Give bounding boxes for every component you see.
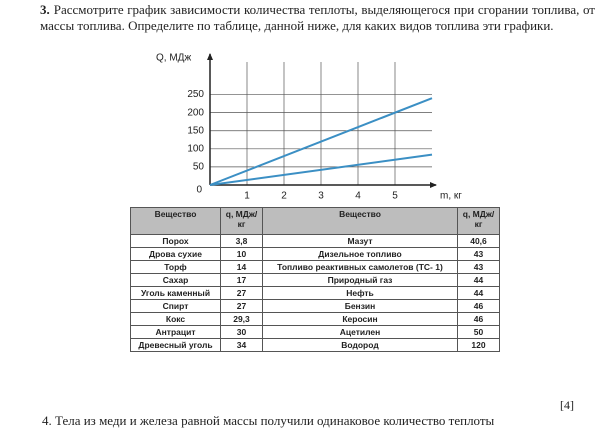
header-cell: q, МДж/кг (457, 207, 500, 235)
y-tick-label: 150 (187, 125, 204, 136)
table-cell: Нефть (262, 286, 458, 300)
header-cell: q, МДж/кг (220, 207, 263, 235)
table-cell: 3,8 (220, 234, 263, 248)
table-cell: 43 (457, 260, 500, 274)
table-row: Уголь каменный 27 Нефть 44 (130, 286, 500, 300)
table-row: Сахар 17 Природный газ 44 (130, 273, 500, 287)
question-number: 3. (40, 2, 50, 17)
x-tick-label: 2 (281, 191, 287, 202)
origin-label: 0 (196, 185, 202, 196)
table-cell: 120 (457, 338, 500, 352)
table-cell: 10 (220, 247, 263, 261)
question: 3. Рассмотрите график зависимости количес… (40, 2, 595, 34)
table-cell: Мазут (262, 234, 458, 248)
table-cell: Торф (130, 260, 221, 274)
header-cell: Вещество (262, 207, 458, 235)
question-text: Рассмотрите график зависимости количеств… (40, 2, 595, 33)
x-tick-label: 3 (318, 191, 324, 202)
x-tick-label: 4 (355, 191, 361, 202)
table-cell: 30 (220, 325, 263, 339)
chart: Q, МДж m, кг 0 50 100 150 200 250 1 2 3 4 5 (156, 53, 462, 202)
table-row: Дрова сухие 10 Дизельное топливо 43 (130, 247, 500, 261)
table-cell: Сахар (130, 273, 221, 287)
table-cell: 14 (220, 260, 263, 274)
y-tick-label: 250 (187, 89, 204, 100)
table-cell: 43 (457, 247, 500, 261)
data-line (209, 153, 433, 186)
fuel-table: Вещество q, МДж/кг Вещество q, МДж/кг Порох 3… (130, 207, 500, 352)
table-cell: Водород (262, 338, 458, 352)
table-cell: 44 (457, 286, 500, 300)
x-axis-label: m, кг (440, 191, 462, 202)
table-cell: Кокс (130, 312, 221, 326)
table-cell: 40,6 (457, 234, 500, 248)
y-axis-label: Q, МДж (156, 53, 191, 64)
table-cell: Бензин (262, 299, 458, 313)
table-cell: Дизельное топливо (262, 247, 458, 261)
table-cell: Антрацит (130, 325, 221, 339)
y-tick-label: 200 (187, 107, 204, 118)
score: [4] (560, 398, 574, 412)
header-cell: Вещество (130, 207, 221, 235)
y-arrow (207, 53, 213, 60)
table-cell: 34 (220, 338, 263, 352)
table-cell: Природный газ (262, 273, 458, 287)
data-line (209, 97, 433, 186)
table-cell: 29,3 (220, 312, 263, 326)
table-cell: 27 (220, 299, 263, 313)
table-cell: 46 (457, 299, 500, 313)
table-row: Древесный уголь 34 Водород 120 (130, 338, 500, 352)
table-row: Кокс 29,3 Керосин 46 (130, 312, 500, 326)
table-cell: Уголь каменный (130, 286, 221, 300)
table-cell: Древесный уголь (130, 338, 221, 352)
table-cell: 46 (457, 312, 500, 326)
table-row: Порох 3,8 Мазут 40,6 (130, 234, 500, 248)
table-row: Антрацит 30 Ацетилен 50 (130, 325, 500, 339)
table-cell: Ацетилен (262, 325, 458, 339)
next-question: 4. Тела из меди и железа равной массы по… (42, 413, 495, 428)
x-tick-label: 1 (244, 191, 250, 202)
table-cell: Дрова сухие (130, 247, 221, 261)
table-cell: Топливо реактивных самолетов (ТС- 1) (262, 260, 458, 274)
table-cell: 50 (457, 325, 500, 339)
table-cell: 17 (220, 273, 263, 287)
table-row: Спирт 27 Бензин 46 (130, 299, 500, 313)
table-cell: Керосин (262, 312, 458, 326)
y-tick-label: 100 (187, 143, 204, 154)
table-cell: 44 (457, 273, 500, 287)
table-cell: Порох (130, 234, 221, 248)
table-cell: 27 (220, 286, 263, 300)
table-cell: Спирт (130, 299, 221, 313)
x-arrow (430, 182, 437, 188)
table-row: Торф 14 Топливо реактивных самолетов (ТС- … (130, 260, 500, 274)
x-tick-label: 5 (392, 191, 398, 202)
y-tick-label: 50 (193, 162, 205, 173)
